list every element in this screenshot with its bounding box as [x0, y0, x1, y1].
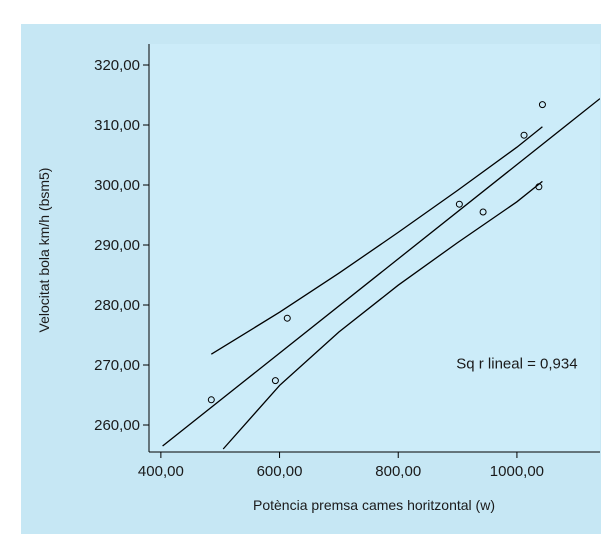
x-tick-label: 800,00	[375, 463, 421, 480]
y-tick-label: 280,00	[94, 297, 140, 314]
annotations: Sq r lineal = 0,934	[456, 356, 577, 373]
data-point-5	[479, 208, 487, 216]
data-point-4	[455, 200, 463, 208]
data-point-8	[538, 101, 546, 109]
x-axis-title: Potència premsa cames horitzontal (w)	[253, 497, 495, 513]
lower-confidence-band	[222, 180, 543, 450]
data-point-7	[535, 183, 543, 191]
x-tick-label: 400,00	[138, 463, 184, 480]
tick-labels: 260,00 270,00 280,00 290,00 300,00 310,00 320,…	[94, 57, 544, 480]
x-tick-label: 600,00	[257, 463, 303, 480]
r-squared-annotation: Sq r lineal = 0,934	[456, 356, 577, 373]
data-point-1	[207, 396, 215, 404]
y-tick-label: 290,00	[94, 237, 140, 254]
y-tick-label: 300,00	[94, 177, 140, 194]
linear-fit-line	[162, 98, 600, 447]
x-tick-label: 1000,00	[490, 463, 544, 480]
y-tick-label: 320,00	[94, 57, 140, 74]
series-layer	[162, 98, 600, 450]
y-tick-label: 310,00	[94, 117, 140, 134]
data-point-2	[271, 377, 279, 385]
axes	[143, 44, 600, 458]
data-point-6	[520, 131, 528, 139]
data-point-3	[283, 314, 291, 322]
upper-confidence-band	[210, 126, 543, 355]
y-tick-label: 260,00	[94, 417, 140, 434]
y-axis-title: Velocitat bola km/h (bsm5)	[36, 168, 52, 333]
y-tick-label: 270,00	[94, 357, 140, 374]
